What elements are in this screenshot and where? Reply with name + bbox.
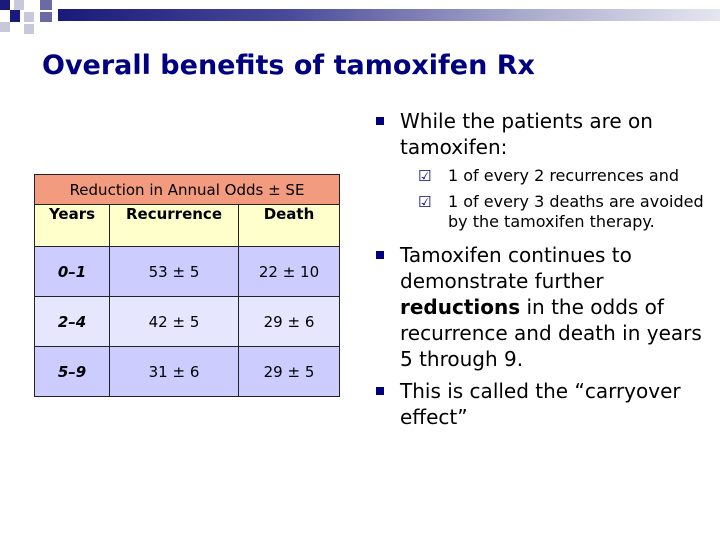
sub-bullet-text: 1 of every 3 deaths are avoided by the t…: [448, 192, 704, 231]
table-row: 2–4 42 ± 5 29 ± 6: [34, 296, 340, 347]
cell-years: 2–4: [34, 296, 110, 347]
deco-square-1: [0, 0, 10, 10]
deco-square-8: [24, 24, 34, 34]
bullet-text: While the patients are on tamoxifen:: [400, 109, 653, 159]
deco-square-3: [10, 10, 20, 22]
column-header-years: Years: [34, 204, 110, 247]
sub-bullet-text: 1 of every 2 recurrences and: [448, 166, 680, 185]
cell-death: 29 ± 5: [238, 346, 340, 397]
deco-square-2: [14, 0, 24, 10]
cell-death: 22 ± 10: [238, 246, 340, 297]
deco-square-4: [24, 12, 34, 22]
cell-recurrence: 31 ± 6: [109, 346, 239, 397]
bullet-item: Tamoxifen continues to demonstrate furth…: [374, 242, 704, 372]
sub-bullet-item: ☑ 1 of every 3 deaths are avoided by the…: [418, 192, 704, 232]
checkbox-check-icon: ☑: [418, 193, 432, 211]
bullet-item: While the patients are on tamoxifen:: [374, 108, 704, 160]
bullet-text: This is called the “carryover effect”: [400, 379, 681, 429]
checkbox-check-icon: ☑: [418, 167, 432, 185]
deco-square-5: [0, 22, 10, 32]
table-row: 0–1 53 ± 5 22 ± 10: [34, 246, 340, 297]
bullet-item: This is called the “carryover effect”: [374, 378, 704, 430]
bullet-text-post: in the odds of recurrence and death in y…: [400, 295, 702, 371]
sub-bullet-item: ☑ 1 of every 2 recurrences and: [418, 166, 704, 186]
slide-title: Overall benefits of tamoxifen Rx: [42, 50, 535, 81]
table-row: 5–9 31 ± 6 29 ± 5: [34, 346, 340, 397]
header-gradient-bar: [58, 9, 720, 21]
square-bullet-icon: [376, 387, 384, 395]
bullet-text-bold: reductions: [400, 295, 521, 319]
cell-death: 29 ± 6: [238, 296, 340, 347]
cell-recurrence: 53 ± 5: [109, 246, 239, 297]
square-bullet-icon: [376, 251, 384, 259]
deco-square-7: [40, 12, 52, 22]
cell-years: 0–1: [34, 246, 110, 297]
bullet-list: While the patients are on tamoxifen: ☑ 1…: [374, 108, 704, 436]
column-header-death: Death: [238, 204, 340, 247]
column-header-recurrence: Recurrence: [109, 204, 239, 247]
cell-years: 5–9: [34, 346, 110, 397]
odds-table: Reduction in Annual Odds ± SE Years Recu…: [34, 174, 340, 397]
cell-recurrence: 42 ± 5: [109, 296, 239, 347]
table-caption: Reduction in Annual Odds ± SE: [34, 174, 340, 205]
deco-square-6: [40, 0, 52, 10]
bullet-text-pre: Tamoxifen continues to demonstrate furth…: [400, 243, 632, 293]
square-bullet-icon: [376, 117, 384, 125]
